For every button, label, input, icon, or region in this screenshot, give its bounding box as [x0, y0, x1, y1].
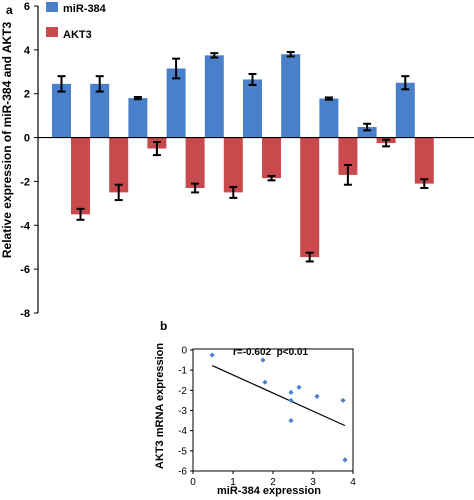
scatter-point [342, 457, 348, 463]
bar-mir-384-2 [90, 83, 110, 138]
panel-a-bars [38, 51, 474, 263]
x-tick-label: 0 [190, 477, 196, 488]
panel-b-y-axis-title: AKT3 mRNA expression [154, 343, 166, 469]
bar-mir-384-8 [319, 98, 339, 138]
y-tick-label: 6 [24, 1, 30, 13]
bar-akt3-7 [300, 137, 320, 258]
scatter-point [296, 384, 302, 390]
panel-a-legend: miR-384 AKT3 [46, 2, 107, 41]
bar-mir-384-10 [395, 82, 415, 138]
bar-mir-384-4 [166, 68, 186, 138]
bar-akt3-1 [71, 137, 90, 215]
panel-b-label: b [160, 319, 167, 333]
y-tick-label: 4 [24, 45, 31, 57]
bar-akt3-6 [262, 137, 281, 179]
bar-mir-384-6 [243, 79, 262, 138]
panel-a-y-axis-title: Relative expression of miR-384 and AKT3 [0, 22, 14, 259]
scatter-point [260, 357, 266, 363]
y-tick-label: -6 [178, 467, 187, 478]
panel-b-annotation: r=-0.602 p<0.01 [233, 347, 308, 358]
y-tick-label: -4 [20, 220, 31, 232]
legend-label-mir384: miR-384 [63, 3, 107, 15]
y-tick-label: -3 [178, 406, 187, 417]
y-tick-label: -8 [20, 308, 30, 320]
bar-mir-384-7 [281, 54, 301, 138]
bar-mir-384-9 [357, 127, 377, 138]
legend-swatch-akt3 [46, 27, 58, 37]
y-tick-label: -2 [20, 176, 30, 188]
scatter-point [209, 352, 215, 358]
bar-akt3-8 [338, 137, 358, 175]
legend-label-akt3: AKT3 [63, 29, 92, 41]
panel-b-x-axis-title: miR-384 expression [217, 485, 321, 497]
x-tick-label: 2 [270, 477, 276, 488]
bar-akt3-4 [185, 137, 205, 189]
y-tick-label: -4 [178, 426, 187, 437]
y-tick-label: 0 [24, 133, 30, 145]
x-tick-label: 3 [310, 477, 316, 488]
trendline [211, 364, 346, 427]
bar-mir-384-3 [128, 98, 148, 138]
bar-mir-384-1 [52, 83, 71, 138]
panel-a-y-axis: 6 4 2 0 -2 -4 -6 -8 [20, 1, 39, 320]
scatter-point [262, 379, 268, 385]
panel-a-label: a [6, 3, 13, 17]
bar-akt3-5 [223, 137, 243, 193]
y-tick-label: -2 [178, 386, 187, 397]
x-tick-label: 4 [350, 477, 356, 488]
scatter-point [314, 393, 320, 399]
scatter-point [288, 389, 294, 395]
y-tick-label: 0 [181, 346, 187, 357]
scatter-point [288, 397, 294, 404]
panel-b-points [209, 352, 348, 463]
panel-b-axes: 0-1-2-3-4-5-60 1 2 3 4 [178, 346, 356, 489]
bar-akt3-2 [109, 137, 129, 193]
y-tick-label: -5 [178, 446, 187, 457]
y-tick-label: -6 [20, 264, 30, 276]
bar-akt3-10 [414, 137, 434, 184]
x-tick-label: 1 [230, 477, 236, 488]
bar-mir-384-5 [204, 55, 224, 138]
scatter-point [340, 397, 346, 404]
scatter-point [288, 417, 294, 424]
y-tick-label: -1 [178, 366, 187, 377]
legend-swatch-mir384 [46, 2, 58, 12]
y-tick-label: 2 [24, 89, 30, 101]
